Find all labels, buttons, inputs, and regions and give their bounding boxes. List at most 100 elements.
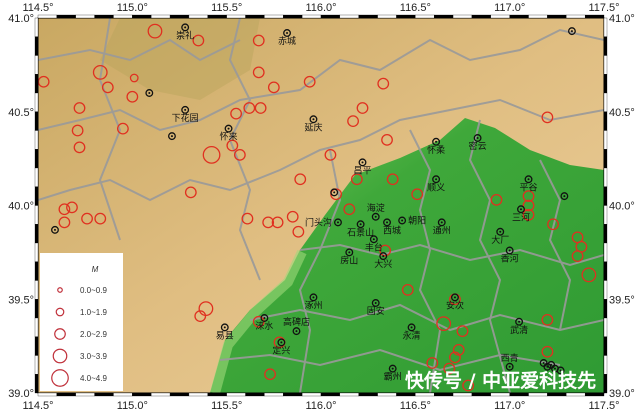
city-marker-icon (473, 134, 482, 142)
frame-bar-left (34, 355, 39, 375)
frame-bar-bottom (320, 392, 341, 397)
city-marker-icon-dot (227, 127, 230, 130)
station-marker-icon (567, 27, 576, 36)
frame-bar-left (34, 130, 39, 150)
earthquake-marker (541, 313, 554, 326)
city-marker-icon (437, 218, 446, 227)
earthquake-marker (184, 186, 197, 199)
city-label: 延庆 (304, 121, 322, 133)
city-marker-icon-dot (435, 140, 438, 143)
city-label: 涞水 (255, 320, 273, 332)
earthquake-marker (449, 351, 461, 364)
lon-tick-label-top: 116.5° (400, 2, 431, 14)
city-marker-icon-dot (312, 118, 315, 121)
legend-label: 2.0~2.9 (80, 330, 107, 339)
earthquake-marker (377, 77, 390, 90)
frame-bar-right (603, 374, 608, 394)
city-marker-icon (432, 175, 441, 184)
earthquake-marker (73, 141, 86, 154)
frame-bar-top (188, 14, 208, 19)
earthquake-marker (426, 357, 439, 369)
earthquake-events (38, 23, 597, 392)
city-marker-icon-dot (401, 219, 404, 222)
frame-bar-top (566, 14, 586, 19)
city-label: 西城 (383, 225, 401, 236)
frame-scale-bars (34, 14, 608, 397)
city-label: 通州 (433, 225, 451, 236)
city-marker-icon-dot (508, 249, 511, 252)
lon-tick-label-top: 115.5° (211, 2, 242, 14)
city-marker-icon (181, 23, 190, 32)
frame-bar-right (603, 167, 608, 187)
city-marker-icon-dot (508, 365, 511, 368)
lon-tick-label-bottom: 117.0° (494, 400, 525, 411)
legend-label: 3.0~3.9 (80, 352, 107, 361)
legend-symbol (57, 287, 63, 293)
earthquake-marker (303, 75, 316, 88)
frame-bar-bottom (528, 392, 548, 397)
frame-bar-left (34, 167, 39, 187)
city-marker-icon-dot (374, 215, 377, 218)
earthquake-marker (522, 199, 535, 212)
city-label: 崇礼 (176, 29, 194, 41)
frame-bar-top (207, 14, 227, 19)
city-marker-icon-dot (499, 230, 502, 233)
city-marker-icon (379, 252, 388, 261)
city-label: 安次 (446, 299, 464, 311)
earthquake-marker (271, 216, 284, 229)
city-marker-icon-dot (391, 367, 394, 370)
earthquake-marker (230, 107, 243, 120)
earthquake-marker (324, 148, 337, 161)
earthquake-marker (226, 139, 239, 152)
earthquake-marker (262, 216, 275, 229)
city-marker-icon (505, 362, 514, 371)
frame-bar-left (34, 280, 39, 300)
frame-bar-right (603, 55, 608, 75)
city-label: 门头沟 (305, 216, 332, 228)
legend-symbol (54, 328, 66, 340)
station-marker-icon-dot (170, 135, 173, 138)
axis-labels: 114.5° 114.5° 115.0° 115.0° 115.5° 115.5° 116.… (8, 2, 635, 411)
earthquake-marker (117, 122, 129, 135)
city-marker-icon (432, 137, 441, 146)
city-marker-icon (517, 205, 525, 214)
city-marker-icon-dot (374, 302, 377, 304)
city-marker-icon-dot (410, 326, 413, 329)
frame-bar-left (34, 149, 39, 169)
frame-bar-right (603, 149, 608, 169)
station-marker-icon (168, 132, 176, 141)
earthquake-marker (194, 310, 207, 323)
city-marker-icon-dot (336, 221, 339, 224)
earthquake-marker (462, 379, 475, 392)
frame-bar-right (603, 17, 608, 37)
frame-bar-right (603, 280, 608, 300)
city-marker-icon-dot (386, 221, 389, 224)
city-label: 赤城 (278, 36, 296, 47)
earthquake-marker (58, 203, 71, 216)
frame-bar-bottom (226, 392, 246, 397)
city-marker-icon-dot (519, 208, 522, 211)
frame-bar-bottom (358, 392, 378, 397)
earthquake-marker (343, 203, 356, 216)
lat-tick-label-left: 40.0° (8, 201, 34, 213)
earthquake-marker (252, 66, 265, 79)
earthquake-marker (581, 267, 597, 283)
earthquake-marker (202, 145, 221, 164)
frame-bar-bottom (415, 392, 435, 397)
frame-bar-left (34, 299, 39, 319)
frame-bar-right (603, 299, 608, 319)
legend-label: 4.0~4.9 (80, 374, 107, 383)
earthquake-marker (241, 212, 254, 225)
city-marker-icon (369, 235, 378, 244)
earthquake-marker (58, 216, 71, 229)
city-marker-icon (356, 220, 365, 229)
earthquake-marker (101, 81, 114, 94)
frame-bar-top (471, 14, 491, 19)
legend-symbol (52, 348, 68, 364)
earthquake-marker (490, 193, 503, 206)
station-marker-icon-dot (148, 92, 151, 94)
frame-bar-top (396, 14, 416, 19)
frame-bar-right (603, 355, 608, 375)
city-label: 涿州 (304, 300, 322, 311)
station-marker-icon-dot (570, 30, 573, 33)
